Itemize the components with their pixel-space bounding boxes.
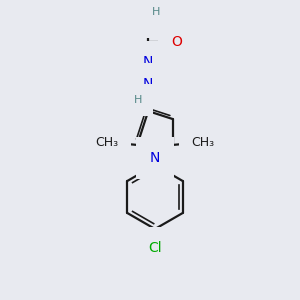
Text: H: H — [134, 95, 142, 105]
Text: CH₃: CH₃ — [191, 136, 214, 149]
Text: N: N — [143, 10, 153, 24]
Text: H: H — [136, 7, 144, 17]
Text: O: O — [172, 35, 182, 49]
Text: N: N — [143, 77, 153, 91]
Text: N: N — [143, 55, 153, 69]
Text: CH₃: CH₃ — [96, 136, 119, 149]
Text: H: H — [135, 53, 143, 63]
Text: N: N — [150, 151, 160, 165]
Text: H: H — [152, 7, 160, 17]
Text: Cl: Cl — [148, 241, 162, 255]
